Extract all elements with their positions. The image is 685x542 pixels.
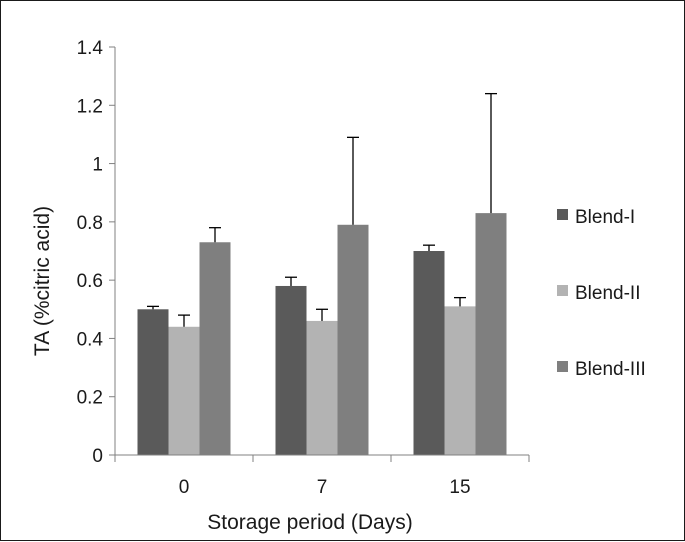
x-axis-title: Storage period (Days) bbox=[207, 511, 412, 534]
x-tick-label: 15 bbox=[449, 477, 470, 498]
legend-swatch bbox=[557, 361, 568, 372]
y-tick-label: 0 bbox=[92, 446, 103, 467]
bar bbox=[137, 309, 169, 455]
y-tick-label: 0.6 bbox=[77, 271, 103, 292]
bar bbox=[306, 320, 338, 455]
y-tick-label: 0.8 bbox=[77, 213, 103, 234]
y-tick-label: 0.2 bbox=[77, 388, 103, 409]
x-tick-label: 0 bbox=[179, 477, 190, 498]
y-tick-label: 0.4 bbox=[77, 329, 104, 350]
error-bars bbox=[147, 92, 497, 327]
legend-label: Blend-I bbox=[575, 207, 635, 228]
y-tick-label: 1.2 bbox=[77, 96, 103, 117]
bar bbox=[413, 251, 445, 455]
legend-label: Blend-II bbox=[575, 283, 640, 304]
bar bbox=[475, 213, 507, 455]
bar bbox=[337, 224, 369, 455]
bar bbox=[275, 285, 307, 455]
legend-swatch bbox=[557, 209, 568, 220]
legend-swatch bbox=[557, 285, 568, 296]
legend-label: Blend-III bbox=[575, 359, 646, 380]
bar bbox=[199, 242, 231, 455]
y-axis-ticks: 0 0.2 0.4 0.6 0.8 1 1.2 1.4 bbox=[77, 38, 115, 467]
bar bbox=[444, 306, 476, 455]
x-tick-label: 7 bbox=[317, 477, 328, 498]
bars bbox=[137, 213, 507, 455]
y-tick-label: 1.4 bbox=[77, 38, 104, 59]
x-axis-ticks: 0 7 15 bbox=[114, 455, 530, 498]
y-tick-label: 1 bbox=[92, 155, 103, 176]
y-axis-title: TA (%citric acid) bbox=[31, 206, 54, 356]
legend: Blend-I Blend-II Blend-III bbox=[557, 207, 646, 380]
bar bbox=[168, 326, 200, 455]
